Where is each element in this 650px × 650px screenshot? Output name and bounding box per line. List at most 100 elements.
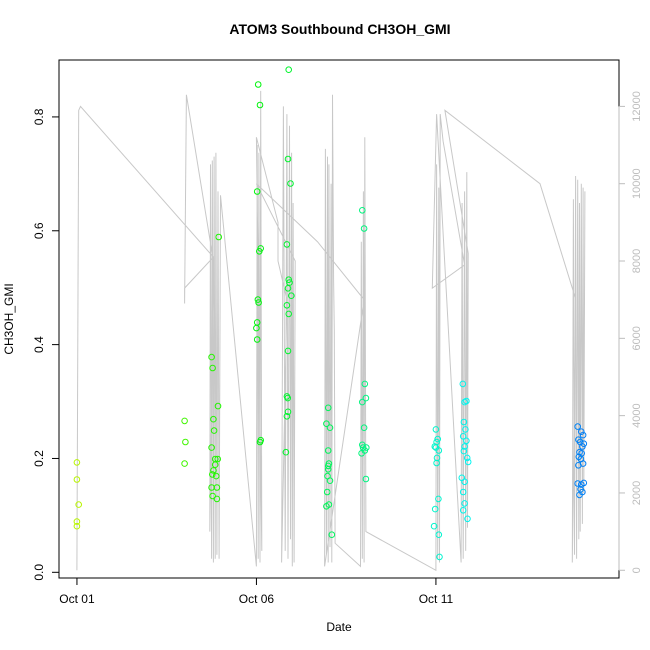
y-tick-label: 0.8 <box>32 108 46 125</box>
altitude-trace-line <box>76 90 586 572</box>
data-point <box>326 424 334 432</box>
data-point <box>435 495 442 503</box>
plot-frame <box>58 59 620 579</box>
y-axis-label: CH3OH_GMI <box>2 283 16 354</box>
data-point <box>574 480 582 487</box>
y2-tick-label: 12000 <box>631 91 643 122</box>
data-point <box>580 479 588 487</box>
data-point <box>363 444 370 451</box>
data-point <box>326 477 334 485</box>
data-point <box>463 454 471 462</box>
data-point <box>73 522 81 530</box>
data-point <box>256 101 264 109</box>
data-point <box>285 310 293 318</box>
chart-title: ATOM3 Southbound CH3OH_GMI <box>229 21 450 37</box>
data-point <box>210 467 217 474</box>
y2-tick-label: 4000 <box>631 403 643 427</box>
data-point <box>181 460 188 467</box>
data-point <box>575 453 583 461</box>
data-point <box>459 488 467 496</box>
data-point <box>433 459 440 467</box>
data-point <box>578 428 585 436</box>
data-point <box>209 364 216 372</box>
data-point <box>287 180 294 187</box>
data-point <box>213 495 221 503</box>
x-axis: Oct 01 Oct 06 Oct 11 <box>59 577 454 606</box>
data-point <box>182 438 189 446</box>
data-point <box>360 424 368 432</box>
data-point <box>361 380 369 388</box>
data-point <box>323 503 330 510</box>
data-point <box>284 155 292 163</box>
data-point <box>283 302 291 309</box>
data-point <box>253 324 260 332</box>
data-point <box>212 472 220 480</box>
data-point <box>253 336 261 343</box>
data-point <box>285 66 293 73</box>
data-point <box>284 347 292 355</box>
y-tick-label: 0.2 <box>32 450 46 467</box>
data-point <box>73 518 81 525</box>
data-point <box>459 507 467 514</box>
data-point <box>282 448 290 456</box>
data-point <box>575 462 582 469</box>
data-point <box>283 241 291 248</box>
y2-tick-label: 0 <box>631 567 643 573</box>
data-point <box>285 276 293 284</box>
y-axis: 0.0 0.2 0.4 0.6 0.8 <box>32 108 60 581</box>
data-point <box>256 248 263 255</box>
data-point <box>459 380 467 388</box>
data-point <box>324 404 332 412</box>
data-point <box>576 491 583 499</box>
data-point <box>459 433 467 440</box>
data-point <box>432 426 440 433</box>
data-point <box>210 427 218 434</box>
data-point <box>431 505 439 513</box>
data-point <box>358 450 365 457</box>
data-point <box>461 398 468 406</box>
data-point <box>460 447 468 455</box>
data-point <box>288 292 295 300</box>
data-point <box>284 408 292 416</box>
data-point <box>461 500 468 507</box>
data-points <box>73 66 588 561</box>
y2-tick-label: 8000 <box>631 249 643 273</box>
data-point <box>323 488 331 496</box>
data-point <box>255 299 262 306</box>
y-axis-right: 0 2000 4000 6000 8000 10000 12000 <box>618 91 643 573</box>
data-point <box>73 476 81 483</box>
data-point <box>209 471 216 478</box>
data-point <box>328 531 336 539</box>
data-point <box>579 431 587 439</box>
x-axis-label: Date <box>326 620 352 634</box>
data-point <box>431 443 439 450</box>
data-point <box>208 353 215 361</box>
data-point <box>435 531 443 539</box>
data-point <box>360 225 368 232</box>
data-point <box>362 475 370 483</box>
x-tick-label: Oct 11 <box>419 592 454 606</box>
data-point <box>434 435 442 443</box>
data-point <box>461 478 468 486</box>
data-point <box>75 501 82 508</box>
data-point <box>464 515 471 523</box>
data-point <box>464 458 472 466</box>
data-point <box>579 443 586 450</box>
data-point <box>324 466 332 473</box>
y-tick-label: 0.0 <box>32 564 46 581</box>
data-point <box>362 394 370 402</box>
data-point <box>257 436 265 444</box>
y2-tick-label: 2000 <box>631 481 643 505</box>
y-tick-label: 0.4 <box>32 336 46 353</box>
data-point <box>461 443 468 450</box>
data-point <box>214 455 221 463</box>
data-point <box>254 296 262 303</box>
data-point <box>215 233 222 241</box>
data-point <box>208 484 215 491</box>
data-point <box>211 461 219 469</box>
data-point <box>574 423 582 430</box>
y-tick-label: 0.6 <box>32 222 46 239</box>
data-point <box>208 444 215 451</box>
altitude-trace <box>76 90 586 572</box>
